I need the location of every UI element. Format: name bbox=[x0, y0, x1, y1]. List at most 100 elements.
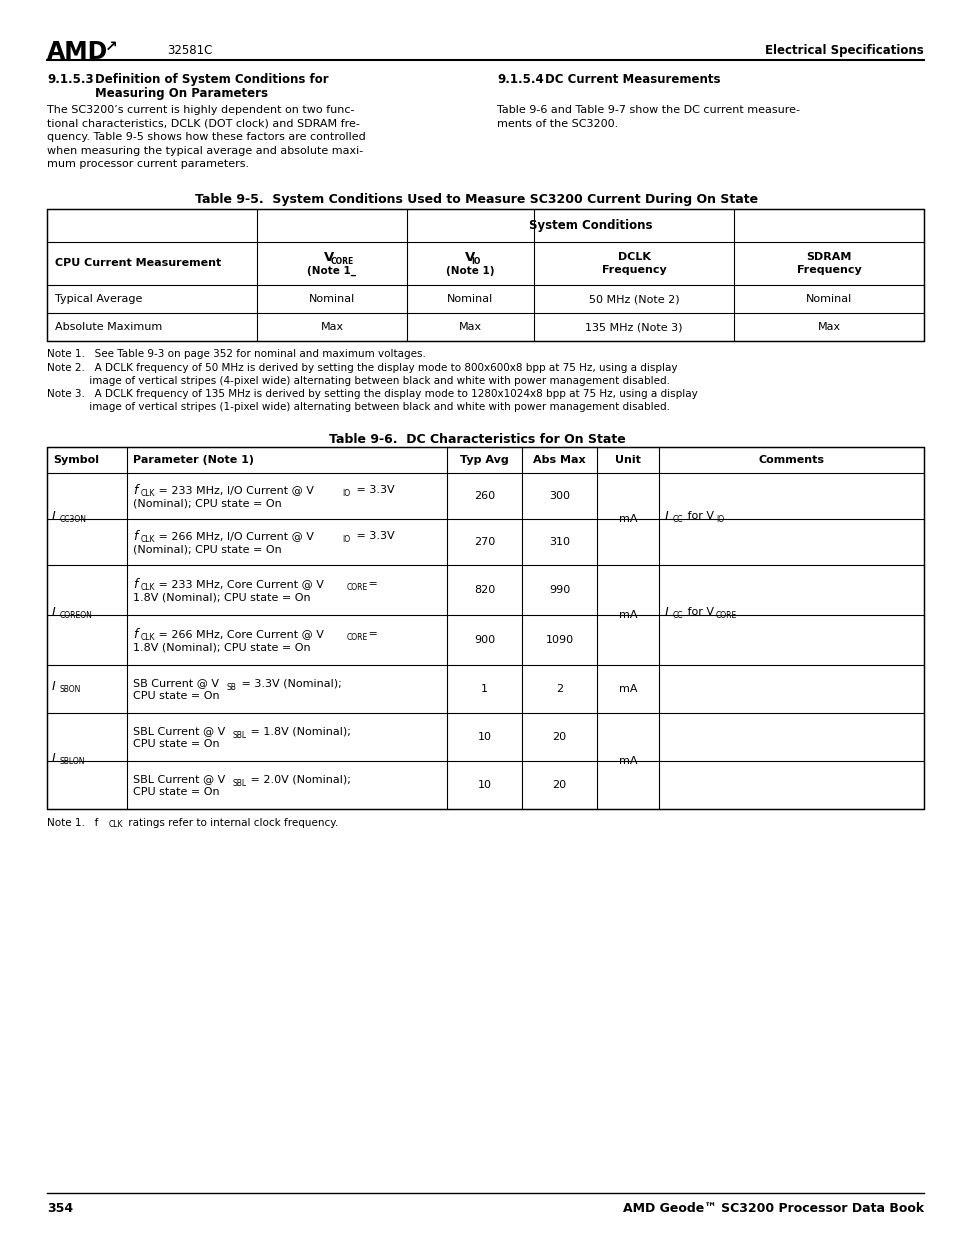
Text: SBON: SBON bbox=[60, 684, 81, 694]
Text: (Nominal); CPU state = On: (Nominal); CPU state = On bbox=[132, 543, 281, 555]
Text: 310: 310 bbox=[548, 537, 569, 547]
Text: SBLON: SBLON bbox=[60, 757, 86, 766]
Text: ratings refer to internal clock frequency.: ratings refer to internal clock frequenc… bbox=[125, 818, 338, 827]
Text: (Nominal); CPU state = On: (Nominal); CPU state = On bbox=[132, 498, 281, 508]
Text: CORE: CORE bbox=[347, 634, 368, 642]
Text: I: I bbox=[664, 510, 668, 522]
Text: f: f bbox=[132, 483, 137, 496]
Text: Abs Max: Abs Max bbox=[533, 454, 585, 466]
Text: Note 2.   A DCLK frequency of 50 MHz is derived by setting the display mode to 8: Note 2. A DCLK frequency of 50 MHz is de… bbox=[47, 363, 677, 387]
Text: 1.8V (Nominal); CPU state = On: 1.8V (Nominal); CPU state = On bbox=[132, 592, 311, 601]
Text: Nominal: Nominal bbox=[805, 294, 851, 304]
Bar bbox=[47, 209, 923, 341]
Text: IO: IO bbox=[341, 489, 350, 499]
Text: SB Current @ V: SB Current @ V bbox=[132, 678, 219, 688]
Text: mA: mA bbox=[618, 756, 637, 766]
Text: = 266 MHz, Core Current @ V: = 266 MHz, Core Current @ V bbox=[154, 629, 323, 638]
Text: 32581C: 32581C bbox=[167, 44, 213, 57]
Text: Absolute Maximum: Absolute Maximum bbox=[55, 322, 162, 332]
Text: f: f bbox=[132, 530, 137, 542]
Text: 900: 900 bbox=[474, 635, 495, 645]
Text: Symbol: Symbol bbox=[53, 454, 99, 466]
Text: Typical Average: Typical Average bbox=[55, 294, 142, 304]
Text: IO: IO bbox=[341, 536, 350, 545]
Text: 354: 354 bbox=[47, 1202, 73, 1215]
Text: CPU state = On: CPU state = On bbox=[132, 787, 219, 797]
Text: for V: for V bbox=[683, 511, 713, 521]
Text: = 3.3V: = 3.3V bbox=[353, 531, 395, 541]
Text: = 233 MHz, Core Current @ V: = 233 MHz, Core Current @ V bbox=[154, 579, 323, 589]
Text: CPU state = On: CPU state = On bbox=[132, 739, 219, 748]
Text: CLK: CLK bbox=[109, 820, 123, 829]
Text: SBL Current @ V: SBL Current @ V bbox=[132, 726, 225, 736]
Text: Measuring On Parameters: Measuring On Parameters bbox=[95, 86, 268, 100]
Text: CLK: CLK bbox=[141, 634, 155, 642]
Text: System Conditions: System Conditions bbox=[528, 219, 652, 232]
Text: f: f bbox=[132, 627, 137, 641]
Text: DCLK
Frequency: DCLK Frequency bbox=[601, 252, 666, 274]
Text: CLK: CLK bbox=[141, 489, 155, 499]
Text: COREON: COREON bbox=[60, 610, 92, 620]
Text: I: I bbox=[52, 605, 55, 619]
Text: = 233 MHz, I/O Current @ V: = 233 MHz, I/O Current @ V bbox=[154, 485, 314, 495]
Text: 270: 270 bbox=[474, 537, 495, 547]
Text: I: I bbox=[664, 605, 668, 619]
Text: 260: 260 bbox=[474, 492, 495, 501]
Text: Note 1.   f: Note 1. f bbox=[47, 818, 98, 827]
Text: AMD Geode™ SC3200 Processor Data Book: AMD Geode™ SC3200 Processor Data Book bbox=[622, 1202, 923, 1215]
Text: SBL Current @ V: SBL Current @ V bbox=[132, 774, 225, 784]
Text: (Note 1_: (Note 1_ bbox=[307, 266, 356, 275]
Text: CC3ON: CC3ON bbox=[60, 515, 87, 524]
Text: = 2.0V (Nominal);: = 2.0V (Nominal); bbox=[247, 774, 351, 784]
Text: ↗: ↗ bbox=[105, 40, 117, 54]
Text: AMD: AMD bbox=[47, 40, 108, 64]
Text: DC Current Measurements: DC Current Measurements bbox=[544, 73, 720, 86]
Text: Note 3.   A DCLK frequency of 135 MHz is derived by setting the display mode to : Note 3. A DCLK frequency of 135 MHz is d… bbox=[47, 389, 697, 412]
Text: 2: 2 bbox=[556, 684, 562, 694]
Text: 10: 10 bbox=[477, 732, 491, 742]
Text: =: = bbox=[365, 579, 377, 589]
Text: Max: Max bbox=[817, 322, 840, 332]
Text: Definition of System Conditions for: Definition of System Conditions for bbox=[95, 73, 328, 86]
Text: CLK: CLK bbox=[141, 583, 155, 593]
Text: = 266 MHz, I/O Current @ V: = 266 MHz, I/O Current @ V bbox=[154, 531, 314, 541]
Text: SBL: SBL bbox=[233, 778, 247, 788]
Text: =: = bbox=[365, 629, 377, 638]
Text: (Note 1): (Note 1) bbox=[446, 266, 495, 275]
Text: 820: 820 bbox=[474, 585, 495, 595]
Text: Max: Max bbox=[458, 322, 481, 332]
Text: Parameter (Note 1): Parameter (Note 1) bbox=[132, 454, 253, 466]
Text: CORE: CORE bbox=[331, 257, 354, 266]
Text: I: I bbox=[52, 510, 55, 522]
Text: f: f bbox=[132, 578, 137, 590]
Text: CORE: CORE bbox=[716, 610, 737, 620]
Text: 1.8V (Nominal); CPU state = On: 1.8V (Nominal); CPU state = On bbox=[132, 642, 311, 652]
Bar bbox=[47, 447, 923, 473]
Text: 20: 20 bbox=[552, 732, 566, 742]
Text: Note 1.   See Table 9-3 on page 352 for nominal and maximum voltages.: Note 1. See Table 9-3 on page 352 for no… bbox=[47, 350, 425, 359]
Text: I: I bbox=[52, 679, 55, 693]
Text: 9.1.5.3: 9.1.5.3 bbox=[47, 73, 93, 86]
Text: 20: 20 bbox=[552, 781, 566, 790]
Text: 135 MHz (Note 3): 135 MHz (Note 3) bbox=[584, 322, 682, 332]
Text: mA: mA bbox=[618, 684, 637, 694]
Text: V: V bbox=[464, 251, 475, 264]
Text: Max: Max bbox=[320, 322, 343, 332]
Text: CORE: CORE bbox=[347, 583, 368, 593]
Text: 50 MHz (Note 2): 50 MHz (Note 2) bbox=[588, 294, 679, 304]
Text: Typ Avg: Typ Avg bbox=[459, 454, 508, 466]
Text: Nominal: Nominal bbox=[447, 294, 493, 304]
Text: 300: 300 bbox=[548, 492, 569, 501]
Text: = 1.8V (Nominal);: = 1.8V (Nominal); bbox=[247, 726, 351, 736]
Text: CLK: CLK bbox=[141, 536, 155, 545]
Text: 990: 990 bbox=[548, 585, 570, 595]
Text: SDRAM
Frequency: SDRAM Frequency bbox=[796, 252, 861, 274]
Text: SBL: SBL bbox=[233, 730, 247, 740]
Text: 1090: 1090 bbox=[545, 635, 573, 645]
Text: Electrical Specifications: Electrical Specifications bbox=[764, 44, 923, 57]
Text: CC: CC bbox=[672, 515, 682, 524]
Text: CC: CC bbox=[672, 610, 682, 620]
Text: = 3.3V: = 3.3V bbox=[353, 485, 395, 495]
Text: 10: 10 bbox=[477, 781, 491, 790]
Text: Unit: Unit bbox=[615, 454, 640, 466]
